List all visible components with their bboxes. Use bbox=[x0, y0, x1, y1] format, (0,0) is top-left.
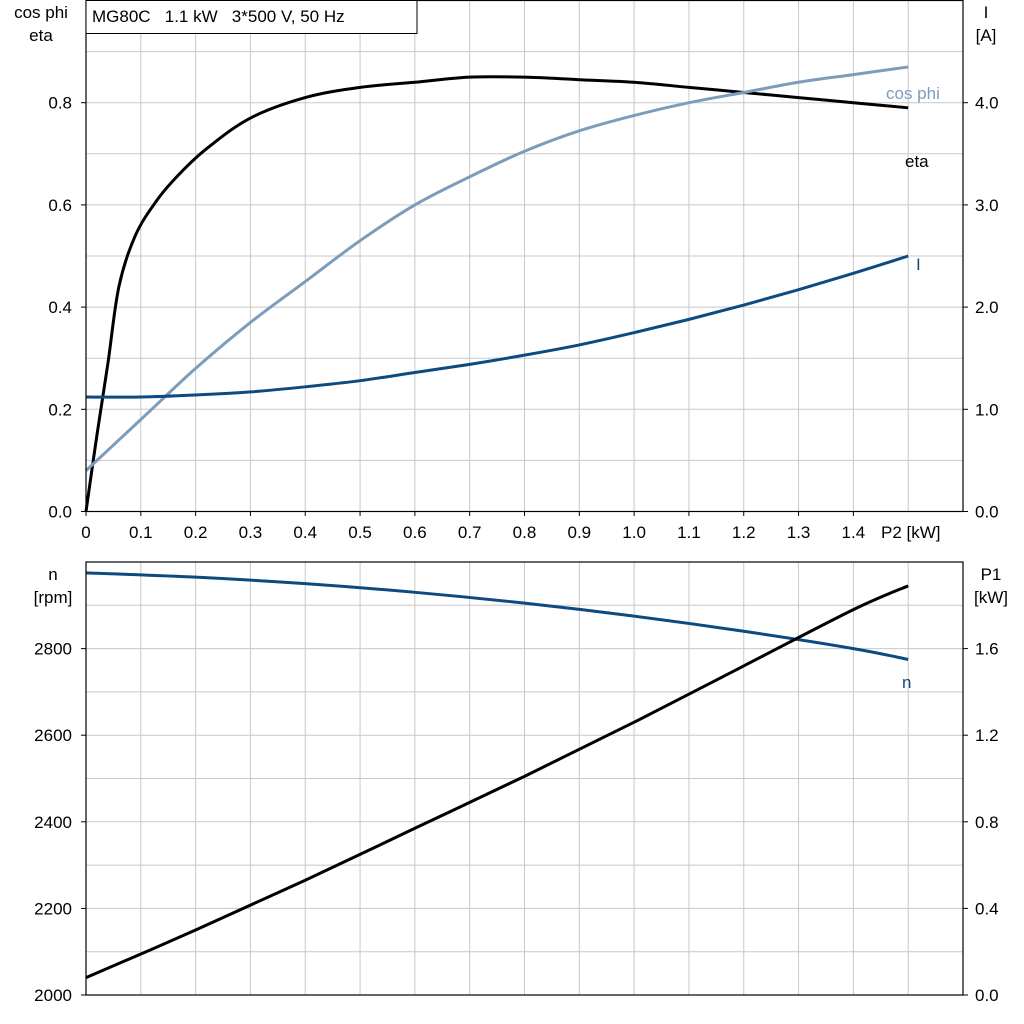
bottom-left-tick-label: 2200 bbox=[34, 899, 72, 918]
x-tick-label: 0.2 bbox=[184, 523, 208, 542]
tick-labels: 0.0 0.2 0.4 0.6 0.8 0.0 1.0 2.0 3.0 4.0 2000 2200 24… bbox=[34, 94, 998, 1005]
top-plot-frame bbox=[85, 0, 964, 513]
x-tick-label: 0.9 bbox=[567, 523, 591, 542]
x-tick-label: 0.4 bbox=[293, 523, 317, 542]
x-tick-label: 1.4 bbox=[842, 523, 866, 542]
bottom-left-tick-label: 2800 bbox=[34, 640, 72, 659]
top-left-tick-label: 0.2 bbox=[48, 400, 72, 419]
top-left-tick-label: 0.0 bbox=[48, 503, 72, 522]
left-axis-label-rpm: [rpm] bbox=[34, 588, 73, 607]
x-tick-label: 1.0 bbox=[622, 523, 646, 542]
x-tick-label: 0.1 bbox=[129, 523, 153, 542]
left-axis-label-eta: eta bbox=[29, 26, 53, 45]
right-axis-label-p1: P1 bbox=[981, 565, 1002, 584]
top-series-i-line bbox=[85, 254, 909, 399]
x-tick-label: 0.3 bbox=[239, 523, 263, 542]
bottom-chart-grid bbox=[86, 562, 963, 995]
x-tick-label: 0.5 bbox=[348, 523, 372, 542]
top-chart-grid bbox=[86, 0, 963, 512]
left-axis-label-n: n bbox=[48, 565, 57, 584]
bottom-right-tick-label: 0.8 bbox=[975, 813, 999, 832]
top-right-tick-label: 3.0 bbox=[975, 196, 999, 215]
x-tick-label: 1.1 bbox=[677, 523, 701, 542]
bottom-chart-series bbox=[85, 571, 909, 980]
top-right-tick-label: 4.0 bbox=[975, 94, 999, 113]
bottom-right-tick-label: 1.2 bbox=[975, 726, 999, 745]
left-axis-label-cos-phi: cos phi bbox=[14, 3, 68, 22]
right-axis-label-a: [A] bbox=[976, 26, 997, 45]
bottom-right-tick-label: 0.0 bbox=[975, 986, 999, 1005]
x-tick-label: 0.8 bbox=[513, 523, 537, 542]
top-series-cos-phi-line bbox=[84, 65, 909, 472]
x-tick-label: 1.3 bbox=[787, 523, 811, 542]
bottom-left-tick-label: 2400 bbox=[34, 813, 72, 832]
x-tick-label: 0.7 bbox=[458, 523, 482, 542]
x-tick-label: 0.6 bbox=[403, 523, 427, 542]
bottom-plot-frame bbox=[85, 561, 964, 996]
bottom-right-tick-label: 1.6 bbox=[975, 640, 999, 659]
title-box bbox=[85, 0, 418, 34]
chart-title: MG80C 1.1 kW 3*500 V, 50 Hz bbox=[92, 7, 345, 26]
bottom-left-tick-label: 2000 bbox=[34, 986, 72, 1005]
top-series-eta-line bbox=[84, 75, 909, 512]
series-label-i: I bbox=[916, 255, 921, 274]
top-left-tick-label: 0.6 bbox=[48, 196, 72, 215]
top-chart-series bbox=[84, 65, 909, 512]
bottom-series-p1-line bbox=[85, 584, 909, 980]
bottom-left-tick-label: 2600 bbox=[34, 726, 72, 745]
bottom-right-tick-label: 0.4 bbox=[975, 899, 999, 918]
top-right-tick-label: 2.0 bbox=[975, 298, 999, 317]
series-label-eta: eta bbox=[905, 152, 929, 171]
top-left-tick-label: 0.8 bbox=[48, 94, 72, 113]
top-right-tick-label: 1.0 bbox=[975, 400, 999, 419]
series-label-cos-phi: cos phi bbox=[886, 84, 940, 103]
series-label-n: n bbox=[902, 673, 911, 692]
x-axis-label: P2 [kW] bbox=[881, 523, 941, 542]
right-axis-label-i: I bbox=[984, 3, 989, 22]
bottom-series-n-line bbox=[85, 571, 909, 661]
top-right-tick-label: 0.0 bbox=[975, 503, 999, 522]
right-axis-label-kw: [kW] bbox=[974, 588, 1008, 607]
x-tick-label: 1.2 bbox=[732, 523, 756, 542]
x-tick-label: 0 bbox=[81, 523, 90, 542]
top-left-tick-label: 0.4 bbox=[48, 298, 72, 317]
